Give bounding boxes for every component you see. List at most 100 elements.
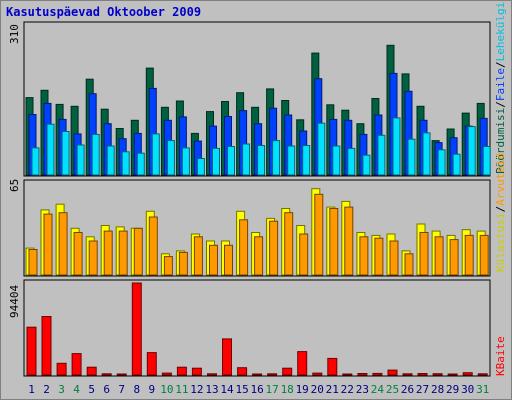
bottom-bar-kbaite-24 — [372, 372, 383, 376]
middle-bar-arvuteid-4 — [73, 232, 83, 276]
middle-bar-arvuteid-8 — [133, 227, 143, 276]
legend-bottom-part-0: KBaite — [494, 336, 507, 376]
y-max-label-top: 310 — [8, 24, 21, 44]
bottom-bar-kbaite-1 — [26, 326, 37, 376]
bottom-bar-kbaite-8 — [131, 282, 142, 376]
middle-bar-arvuteid-25 — [389, 240, 399, 276]
bottom-bar-kbaite-28 — [432, 373, 443, 376]
bottom-bar-kbaite-18 — [282, 367, 293, 376]
top-bar-lehek-lgi-21 — [332, 145, 341, 176]
bars-middle — [25, 188, 489, 276]
top-bar-lehek-lgi-4 — [76, 144, 85, 176]
top-bar-lehek-lgi-6 — [106, 145, 115, 176]
bottom-bar-kbaite-22 — [342, 373, 353, 376]
x-label-22: 22 — [341, 383, 354, 396]
top-bar-lehek-lgi-19 — [302, 145, 311, 176]
top-bar-lehek-lgi-17 — [272, 140, 281, 176]
bottom-bar-kbaite-23 — [357, 373, 368, 376]
middle-bar-arvuteid-22 — [344, 206, 354, 276]
middle-bar-arvuteid-1 — [28, 249, 38, 276]
top-bar-lehek-lgi-22 — [347, 147, 356, 176]
middle-bar-arvuteid-14 — [224, 244, 233, 276]
middle-bar-arvuteid-7 — [118, 230, 128, 276]
bottom-bar-kbaite-21 — [327, 357, 338, 376]
x-label-25: 25 — [386, 383, 399, 396]
bottom-bar-kbaite-16 — [252, 373, 263, 376]
top-bar-lehek-lgi-30 — [467, 126, 476, 176]
middle-bar-arvuteid-2 — [43, 213, 53, 276]
middle-bar-arvuteid-28 — [434, 236, 444, 276]
middle-bar-arvuteid-24 — [374, 237, 384, 276]
legend-bottom: KBaite — [494, 336, 507, 376]
middle-bar-arvuteid-21 — [329, 208, 339, 276]
x-label-26: 26 — [401, 383, 414, 396]
x-label-4: 4 — [73, 383, 80, 396]
bottom-bar-kbaite-13 — [207, 373, 217, 376]
middle-bar-arvuteid-5 — [88, 240, 98, 276]
bottom-bar-kbaite-6 — [101, 373, 112, 376]
top-bar-lehek-lgi-24 — [377, 134, 386, 176]
top-bar-lehek-lgi-3 — [61, 131, 70, 176]
x-label-29: 29 — [446, 383, 459, 396]
middle-bar-arvuteid-11 — [178, 251, 188, 276]
top-bar-lehek-lgi-25 — [392, 117, 401, 176]
middle-bar-arvuteid-19 — [299, 233, 309, 276]
x-label-8: 8 — [133, 383, 140, 396]
legend-middle-part-1: / — [494, 206, 507, 213]
x-label-27: 27 — [416, 383, 429, 396]
bottom-bar-kbaite-9 — [146, 352, 157, 376]
x-label-5: 5 — [88, 383, 95, 396]
bottom-bar-kbaite-14 — [222, 338, 232, 376]
x-axis-labels: 1 2 3 4 5 6 7 8 9 10 11 12 13 14 15 16 17 18 19 20 21 22 23 24 2… — [28, 383, 489, 396]
bottom-bar-kbaite-12 — [191, 367, 202, 376]
x-label-11: 11 — [175, 383, 188, 396]
x-label-14: 14 — [220, 383, 234, 396]
middle-bar-arvuteid-23 — [359, 236, 369, 276]
bottom-bar-kbaite-25 — [387, 369, 398, 376]
bars-bottom — [26, 282, 488, 376]
bottom-bar-kbaite-26 — [402, 373, 413, 376]
middle-bar-arvuteid-13 — [209, 244, 218, 276]
top-bar-lehek-lgi-1 — [31, 147, 40, 176]
x-label-23: 23 — [356, 383, 369, 396]
top-bar-lehek-lgi-2 — [46, 123, 55, 176]
top-bar-lehek-lgi-10 — [166, 140, 175, 176]
x-label-12: 12 — [190, 383, 203, 396]
bottom-bar-kbaite-29 — [447, 373, 458, 376]
middle-bar-arvuteid-9 — [148, 216, 158, 276]
top-bar-lehek-lgi-20 — [317, 122, 326, 176]
top-bar-lehek-lgi-18 — [287, 145, 296, 176]
top-bar-lehek-lgi-26 — [407, 138, 416, 176]
bottom-bar-kbaite-17 — [267, 373, 278, 376]
middle-bar-arvuteid-31 — [479, 234, 489, 276]
x-label-16: 16 — [250, 383, 263, 396]
x-label-24: 24 — [371, 383, 385, 396]
x-label-20: 20 — [311, 383, 324, 396]
top-bar-lehek-lgi-29 — [452, 153, 461, 176]
x-label-10: 10 — [160, 383, 173, 396]
x-label-13: 13 — [205, 383, 218, 396]
bottom-bar-kbaite-5 — [86, 366, 97, 376]
bottom-bar-kbaite-7 — [116, 373, 127, 376]
top-bar-lehek-lgi-27 — [422, 132, 431, 176]
x-label-3: 3 — [58, 383, 65, 396]
top-bar-lehek-lgi-15 — [242, 143, 251, 176]
legend-top: Pöördumisi/Faile/Lehekülgi — [494, 2, 507, 174]
chart-title: Kasutuspäevad Oktoober 2009 — [6, 5, 201, 19]
legend-top-part-4: Lehekülgi — [494, 2, 507, 62]
legend-middle-part-2: Arvuteid — [494, 153, 507, 206]
top-bar-lehek-lgi-9 — [151, 133, 160, 176]
middle-bar-arvuteid-3 — [58, 212, 68, 276]
y-max-label-bottom: 94404 — [8, 285, 21, 318]
bottom-bar-kbaite-15 — [237, 367, 248, 376]
middle-bar-arvuteid-10 — [163, 256, 173, 276]
top-bar-lehek-lgi-31 — [482, 146, 491, 176]
bottom-bar-kbaite-11 — [176, 366, 187, 376]
top-bar-lehek-lgi-14 — [227, 146, 235, 176]
middle-bar-arvuteid-15 — [239, 219, 249, 276]
middle-bar-arvuteid-17 — [269, 220, 279, 276]
x-label-31: 31 — [476, 383, 489, 396]
middle-bar-arvuteid-6 — [103, 230, 113, 276]
bars-top — [25, 44, 491, 176]
